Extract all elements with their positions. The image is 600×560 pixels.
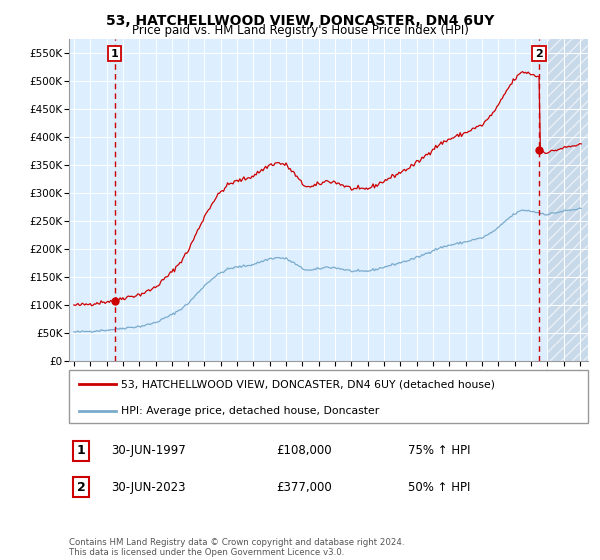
Text: 53, HATCHELLWOOD VIEW, DONCASTER, DN4 6UY (detached house): 53, HATCHELLWOOD VIEW, DONCASTER, DN4 6U… [121, 380, 495, 390]
Text: 1: 1 [77, 444, 85, 458]
Text: 30-JUN-2023: 30-JUN-2023 [111, 480, 185, 494]
Text: 75% ↑ HPI: 75% ↑ HPI [408, 444, 470, 458]
Text: 53, HATCHELLWOOD VIEW, DONCASTER, DN4 6UY: 53, HATCHELLWOOD VIEW, DONCASTER, DN4 6U… [106, 14, 494, 28]
Text: 2: 2 [535, 49, 543, 59]
Text: Contains HM Land Registry data © Crown copyright and database right 2024.
This d: Contains HM Land Registry data © Crown c… [69, 538, 404, 557]
Text: Price paid vs. HM Land Registry's House Price Index (HPI): Price paid vs. HM Land Registry's House … [131, 24, 469, 36]
Text: £377,000: £377,000 [276, 480, 332, 494]
Text: 1: 1 [111, 49, 119, 59]
Text: £108,000: £108,000 [276, 444, 332, 458]
Text: 2: 2 [77, 480, 85, 494]
Text: 30-JUN-1997: 30-JUN-1997 [111, 444, 186, 458]
Bar [547, 39, 588, 361]
Text: HPI: Average price, detached house, Doncaster: HPI: Average price, detached house, Donc… [121, 406, 379, 416]
Text: 50% ↑ HPI: 50% ↑ HPI [408, 480, 470, 494]
